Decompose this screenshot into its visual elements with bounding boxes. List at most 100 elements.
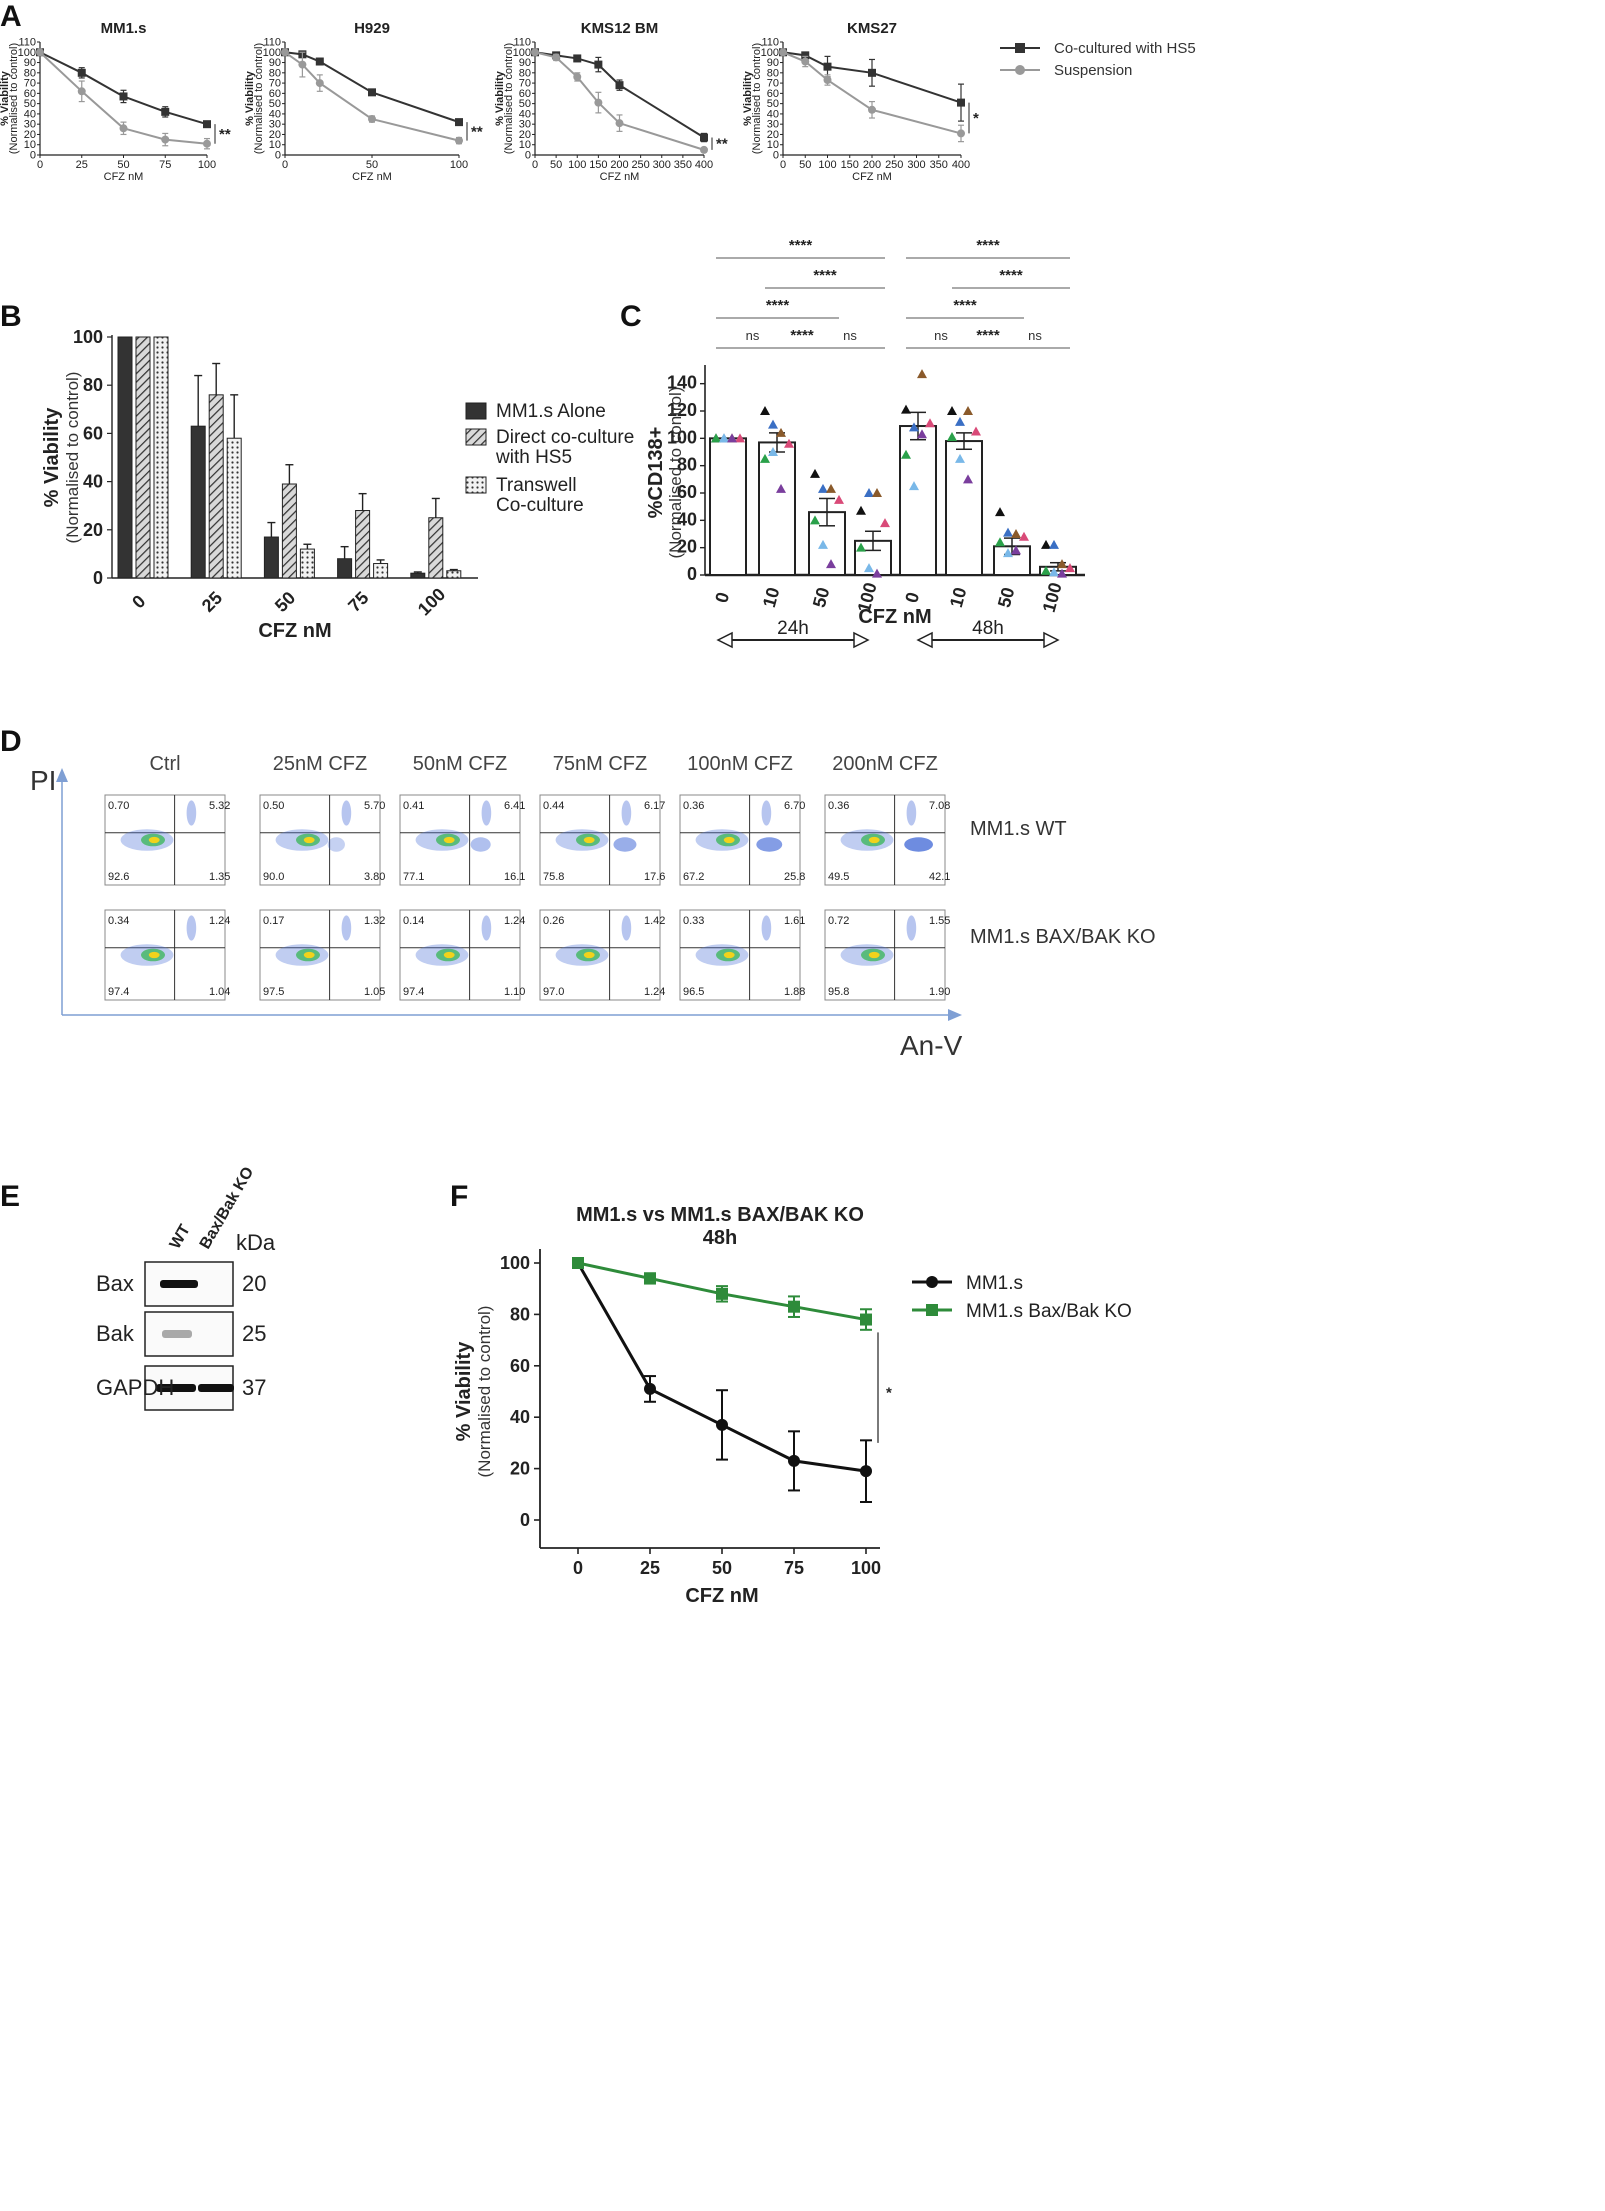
late-apoptotic-cloud [186,915,197,941]
bracket-label: **** [976,237,1000,254]
bar [190,425,206,579]
data-point [594,60,603,69]
y-tick-label: 100 [667,427,697,447]
q1-value: 0.36 [683,800,704,812]
y-tick-label: 30 [24,119,36,131]
legend-marker [926,1304,938,1316]
arrow-head [1043,631,1060,649]
q2-value: 1.24 [504,915,525,927]
x-tick-label: 150 [589,159,607,171]
y-tick-label: 10 [767,139,779,151]
comparison-bracket: **** [765,327,839,349]
data-point [716,1418,728,1431]
data-point [36,48,44,57]
x-tick-label: 100 [851,1558,881,1578]
y-tick-label: 70 [519,78,531,90]
data-point [1041,565,1051,575]
q1-value: 0.41 [403,800,424,812]
arrow-head [916,631,933,649]
bar [263,536,279,579]
y-tick-label: 90 [269,57,281,69]
panel-letter-a: A [0,0,22,33]
q2-value: 1.61 [784,915,805,927]
x-tick-label: 50 [117,159,129,171]
x-tick-label: 0 [532,159,538,171]
late-apoptotic-cloud [761,800,772,826]
y-tick-label: 0 [687,564,697,584]
x-tick-label: 0 [573,1558,583,1578]
y-tick-label: 110 [263,37,281,49]
protein-label: Bax [96,1271,134,1296]
bar [758,441,796,576]
y-tick-label: 50 [767,98,779,110]
late-apoptotic-cloud [481,800,492,826]
bar [281,483,297,579]
legend-label: MM1.s [966,1273,1023,1294]
y-tick-label: 60 [83,423,103,443]
q2-value: 6.17 [644,800,665,812]
annexin-axis-label: An-V [900,1030,963,1061]
q3-value: 3.80 [364,871,385,883]
q3-value: 1.24 [644,986,665,998]
significance-label: ** [716,136,728,153]
y-tick-label: 90 [767,57,779,69]
flow-panel: PI An-V Ctrl 25nM CFZ 50nM CFZ 75nM CFZ 100nM … [30,753,1156,1061]
bracket-label: ns [746,328,760,343]
population-peak [303,951,315,959]
data-point [826,559,836,569]
timepoint-label: 48h [972,618,1004,639]
y-tick-label: 40 [510,1407,530,1427]
x-tick-label: 50 [366,159,378,171]
q2-value: 1.55 [929,915,950,927]
data-point [868,68,876,77]
data-point [298,60,307,69]
comparison-bracket: **** [906,237,1070,259]
significance-label: ** [471,123,483,140]
data-point [864,488,874,497]
late-apoptotic-cloud [341,915,352,941]
x-tick-label: 400 [952,159,970,171]
y-tick-label: 60 [677,482,697,502]
x-tick-label: 0 [282,159,288,171]
population-peak [583,836,595,844]
data-point [925,418,935,428]
flow-plot: 0.41 6.41 77.1 16.1 [399,794,525,886]
y-tick-label: 120 [667,400,697,420]
late-apoptotic-cloud [341,800,352,826]
x-tick-label: 100 [818,159,836,171]
apoptotic-cloud [470,837,491,852]
q3-value: 25.8 [784,871,805,883]
y-tick-label: 20 [677,537,697,557]
pi-axis-arrowhead [56,768,68,782]
x-axis-label: CFZ nM [352,171,392,183]
q3-value: 1.04 [209,986,230,998]
data-point [727,433,737,443]
data-point [818,483,828,493]
chart-title: MM1.s [101,20,147,37]
y-axis-label: % Viability [453,1341,475,1442]
comparison-bracket: ns [716,328,789,349]
population-peak [148,951,160,959]
series-line-0 [39,51,208,126]
q4-value: 49.5 [828,871,849,883]
y-axis-label: %CD138+ [645,427,667,519]
q4-value: 97.4 [108,986,129,998]
data-point [368,88,376,97]
data-point [455,118,463,127]
y-tick-label: 0 [525,150,531,162]
legend-label: with HS5 [495,447,572,468]
data-point [776,427,786,437]
bar [410,572,426,579]
q3-value: 1.05 [364,986,385,998]
data-point [1049,567,1059,577]
y-tick-label: 100 [500,1253,530,1273]
y-tick-label: 100 [761,47,779,59]
q3-value: 1.88 [784,986,805,998]
y-tick-label: 110 [18,37,36,49]
bar [226,437,242,579]
data-point [615,119,624,128]
data-point [901,449,911,459]
population-peak [583,951,595,959]
